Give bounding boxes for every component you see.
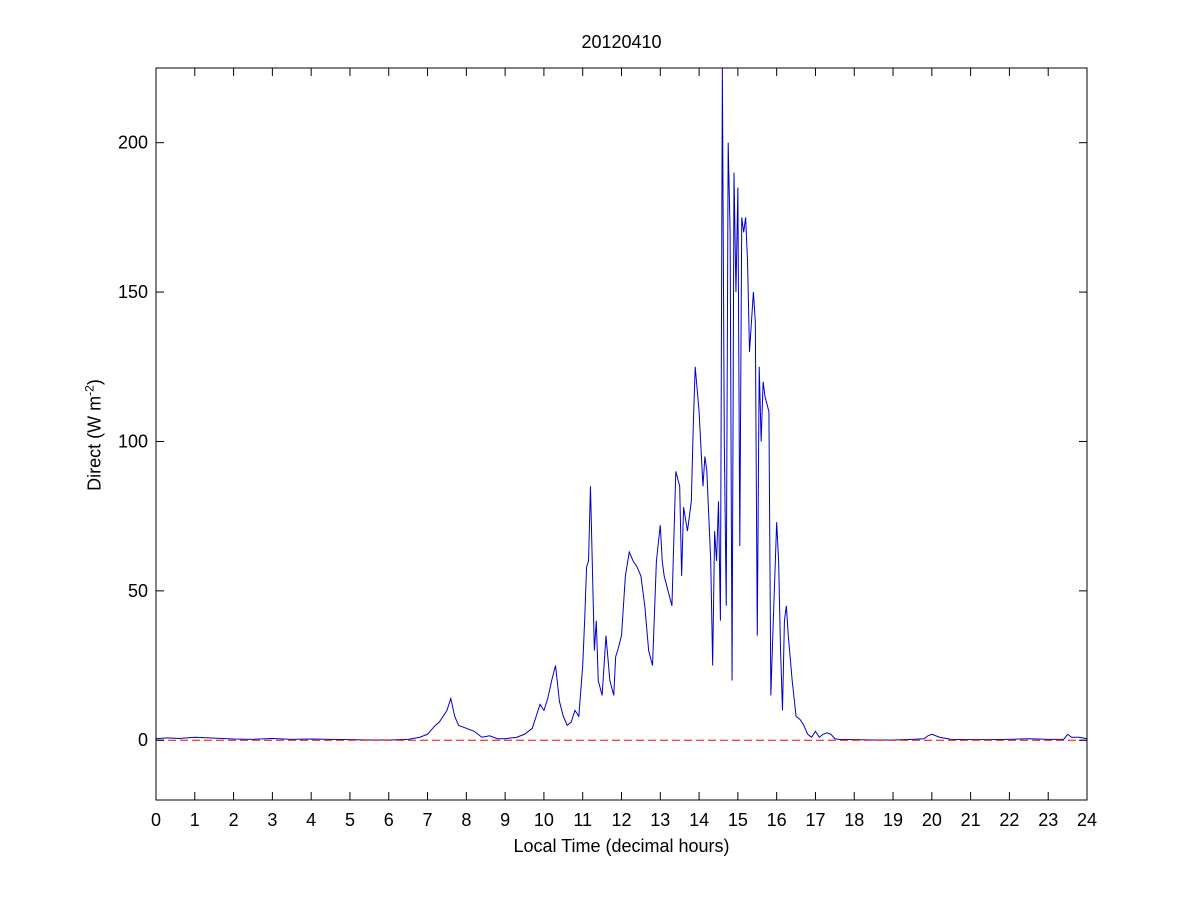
x-tick-label: 12: [611, 810, 631, 830]
x-tick-label: 18: [844, 810, 864, 830]
x-tick-label: 21: [961, 810, 981, 830]
y-tick-label: 0: [138, 730, 148, 750]
x-tick-label: 11: [573, 810, 592, 830]
x-tick-label: 2: [229, 810, 239, 830]
x-tick-label: 15: [728, 810, 748, 830]
x-tick-label: 20: [922, 810, 942, 830]
x-tick-label: 3: [267, 810, 277, 830]
y-tick-label: 200: [118, 133, 148, 153]
y-tick-label: 50: [128, 581, 148, 601]
x-tick-label: 13: [650, 810, 670, 830]
axes-box: [155, 67, 1088, 801]
x-tick-label: 6: [384, 810, 394, 830]
x-tick-label: 19: [883, 810, 903, 830]
x-tick-label: 5: [345, 810, 355, 830]
x-tick-label: 1: [190, 810, 200, 830]
x-tick-label: 7: [423, 810, 433, 830]
x-tick-label: 17: [805, 810, 825, 830]
x-tick-label: 22: [999, 810, 1019, 830]
y-axis-label-superscript: -2: [82, 385, 97, 396]
x-axis-label: Local Time (decimal hours): [513, 836, 730, 856]
x-tick-label: 4: [306, 810, 316, 830]
x-tick-label: 10: [534, 810, 554, 830]
chart-title: 20120410: [581, 32, 662, 52]
x-tick-label: 14: [689, 810, 709, 830]
x-tick-label: 23: [1038, 810, 1058, 830]
y-axis-label-close: ): [84, 379, 105, 386]
y-tick-label: 150: [118, 282, 148, 302]
x-tick-label: 16: [767, 810, 787, 830]
x-tick-label: 9: [500, 810, 510, 830]
y-tick-label: 100: [118, 431, 148, 451]
series-line-0: [155, 67, 1088, 741]
x-tick-label: 0: [151, 810, 161, 830]
x-tick-label: 24: [1077, 810, 1097, 830]
y-axis-label: Direct (W m-2): [83, 379, 106, 491]
y-axis-label-main: Direct (W m: [84, 395, 105, 491]
x-tick-label: 8: [461, 810, 471, 830]
